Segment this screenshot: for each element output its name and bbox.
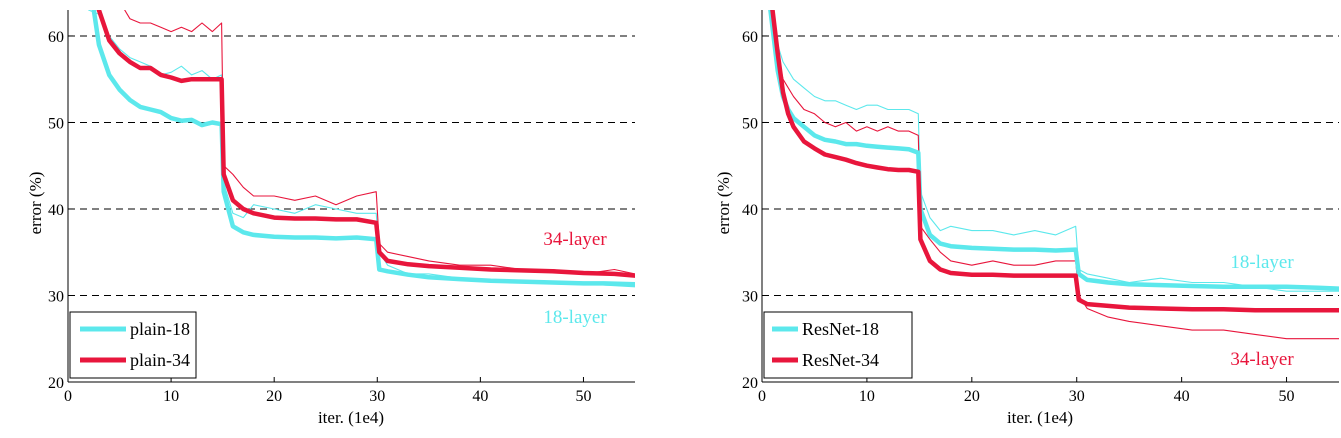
y-tick-label: 20: [742, 375, 758, 392]
legend: plain-18 plain-34: [69, 311, 197, 379]
legend-label-plain-18: plain-18: [130, 319, 190, 339]
legend-box: [763, 311, 913, 379]
legend-label-plain-34: plain-34: [130, 350, 190, 370]
y-tick-labels: 20 30 40 50 60: [742, 29, 758, 392]
x-tick-label: 0: [758, 388, 766, 405]
y-tick-label: 60: [48, 29, 64, 46]
x-tick-label: 40: [472, 388, 488, 405]
plain-18-line: [91, 10, 635, 287]
y-axis-label: error (%): [26, 172, 45, 235]
y-tick-label: 30: [48, 288, 64, 305]
y-tick-label: 50: [742, 115, 758, 132]
annotation-34-layer: 34-layer: [1230, 349, 1294, 370]
x-tick-label: 10: [163, 388, 179, 405]
y-tick-label: 40: [742, 202, 758, 219]
grid-lines: [68, 35, 635, 296]
resnet-18-line: [768, 10, 1339, 291]
x-tick-label: 30: [1069, 388, 1085, 405]
plain-34-line: [96, 10, 635, 278]
chart-resnet: 20 30 40 50 60 0 10 20 30 40 50 error (%) iter. (…: [714, 10, 1339, 427]
y-tick-label: 20: [48, 375, 64, 392]
x-tick-label: 50: [1279, 388, 1295, 405]
series-lines: [768, 10, 1339, 340]
annotation-34-layer: 34-layer: [543, 229, 607, 250]
series-lines: [88, 10, 635, 288]
y-tick-label: 30: [742, 288, 758, 305]
x-tick-labels: 0 10 20 30 40 50: [758, 388, 1295, 405]
x-axis-label: iter. (1e4): [318, 408, 384, 427]
x-tick-label: 40: [1174, 388, 1190, 405]
legend-label-resnet-18: ResNet-18: [802, 319, 879, 339]
y-tick-label: 40: [48, 202, 64, 219]
x-tick-label: 20: [964, 388, 980, 405]
x-tick-label: 10: [859, 388, 875, 405]
y-axis-label: error (%): [714, 172, 733, 235]
x-tick-label: 50: [575, 388, 591, 405]
annotation-18-layer: 18-layer: [1230, 252, 1294, 273]
legend-box: [69, 311, 197, 379]
tick-marks: [761, 35, 1288, 383]
x-tick-labels: 0 10 20 30 40 50: [64, 388, 591, 405]
y-tick-label: 60: [742, 29, 758, 46]
x-axis-label: iter. (1e4): [1007, 408, 1073, 427]
x-tick-label: 0: [64, 388, 72, 405]
red-thin-line: [124, 10, 635, 275]
x-tick-label: 30: [369, 388, 385, 405]
annotation-18-layer: 18-layer: [543, 307, 607, 328]
x-tick-label: 20: [266, 388, 282, 405]
red-thin-line: [770, 10, 1339, 340]
cyan-thin-line: [769, 10, 1339, 292]
resnet-34-line: [770, 10, 1339, 313]
y-tick-label: 50: [48, 115, 64, 132]
legend-label-resnet-34: ResNet-34: [802, 350, 879, 370]
legend: ResNet-18 ResNet-34: [763, 311, 913, 379]
grid-lines: [762, 35, 1339, 296]
chart-plain: 20 30 40 50 60 0 10 20 30 40 50 error (%) iter. (…: [26, 10, 635, 427]
y-tick-labels: 20 30 40 50 60: [48, 29, 64, 392]
